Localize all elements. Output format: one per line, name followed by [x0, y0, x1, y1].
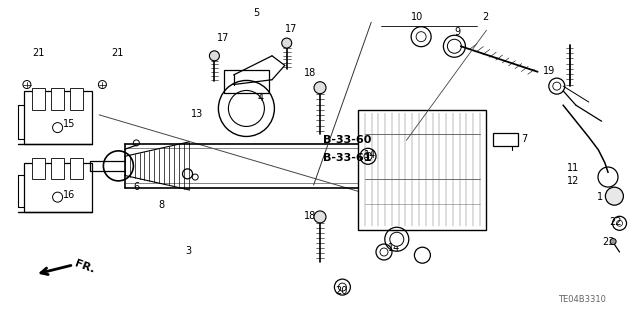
Text: B-33-60: B-33-60	[323, 135, 371, 145]
Text: 11: 11	[566, 163, 579, 173]
Text: 22: 22	[609, 217, 621, 227]
Text: 7: 7	[522, 134, 528, 145]
Bar	[51, 88, 64, 110]
Ellipse shape	[282, 38, 292, 48]
Text: 20: 20	[335, 286, 348, 296]
Ellipse shape	[209, 51, 220, 61]
Text: 21: 21	[32, 48, 45, 58]
Text: 2: 2	[482, 11, 488, 22]
Text: 9: 9	[454, 27, 461, 37]
Bar	[24, 163, 92, 212]
Text: 23: 23	[602, 237, 614, 248]
Text: B-33-61: B-33-61	[323, 153, 371, 163]
Bar	[224, 70, 269, 93]
Text: 12: 12	[566, 176, 579, 186]
Text: 19: 19	[543, 66, 556, 76]
Ellipse shape	[605, 187, 623, 205]
Bar	[51, 158, 64, 179]
Bar	[24, 91, 92, 144]
Bar	[32, 88, 45, 110]
Text: 10: 10	[411, 11, 424, 22]
Text: 14: 14	[364, 150, 376, 160]
Text: 21: 21	[111, 48, 124, 58]
Text: 17: 17	[216, 33, 229, 43]
Bar	[70, 88, 83, 110]
Text: 16: 16	[63, 189, 76, 200]
Text: 8: 8	[159, 200, 165, 210]
Ellipse shape	[314, 82, 326, 94]
Text: 13: 13	[191, 109, 204, 119]
Text: 18: 18	[304, 211, 317, 221]
Text: 17: 17	[285, 24, 298, 34]
Text: FR.: FR.	[74, 258, 96, 275]
Text: 18: 18	[304, 68, 317, 78]
Text: 15: 15	[63, 119, 76, 130]
Text: 14: 14	[388, 243, 401, 253]
Text: 5: 5	[253, 8, 259, 19]
Text: TE04B3310: TE04B3310	[559, 295, 606, 304]
Text: 1: 1	[597, 192, 604, 202]
Bar	[70, 158, 83, 179]
Text: 6: 6	[133, 182, 140, 192]
Bar	[358, 110, 486, 230]
Ellipse shape	[390, 232, 404, 246]
Text: 3: 3	[186, 246, 192, 256]
Ellipse shape	[610, 239, 616, 244]
Bar	[493, 133, 518, 146]
Text: 4: 4	[258, 93, 264, 103]
Ellipse shape	[314, 211, 326, 223]
Bar	[32, 158, 45, 179]
